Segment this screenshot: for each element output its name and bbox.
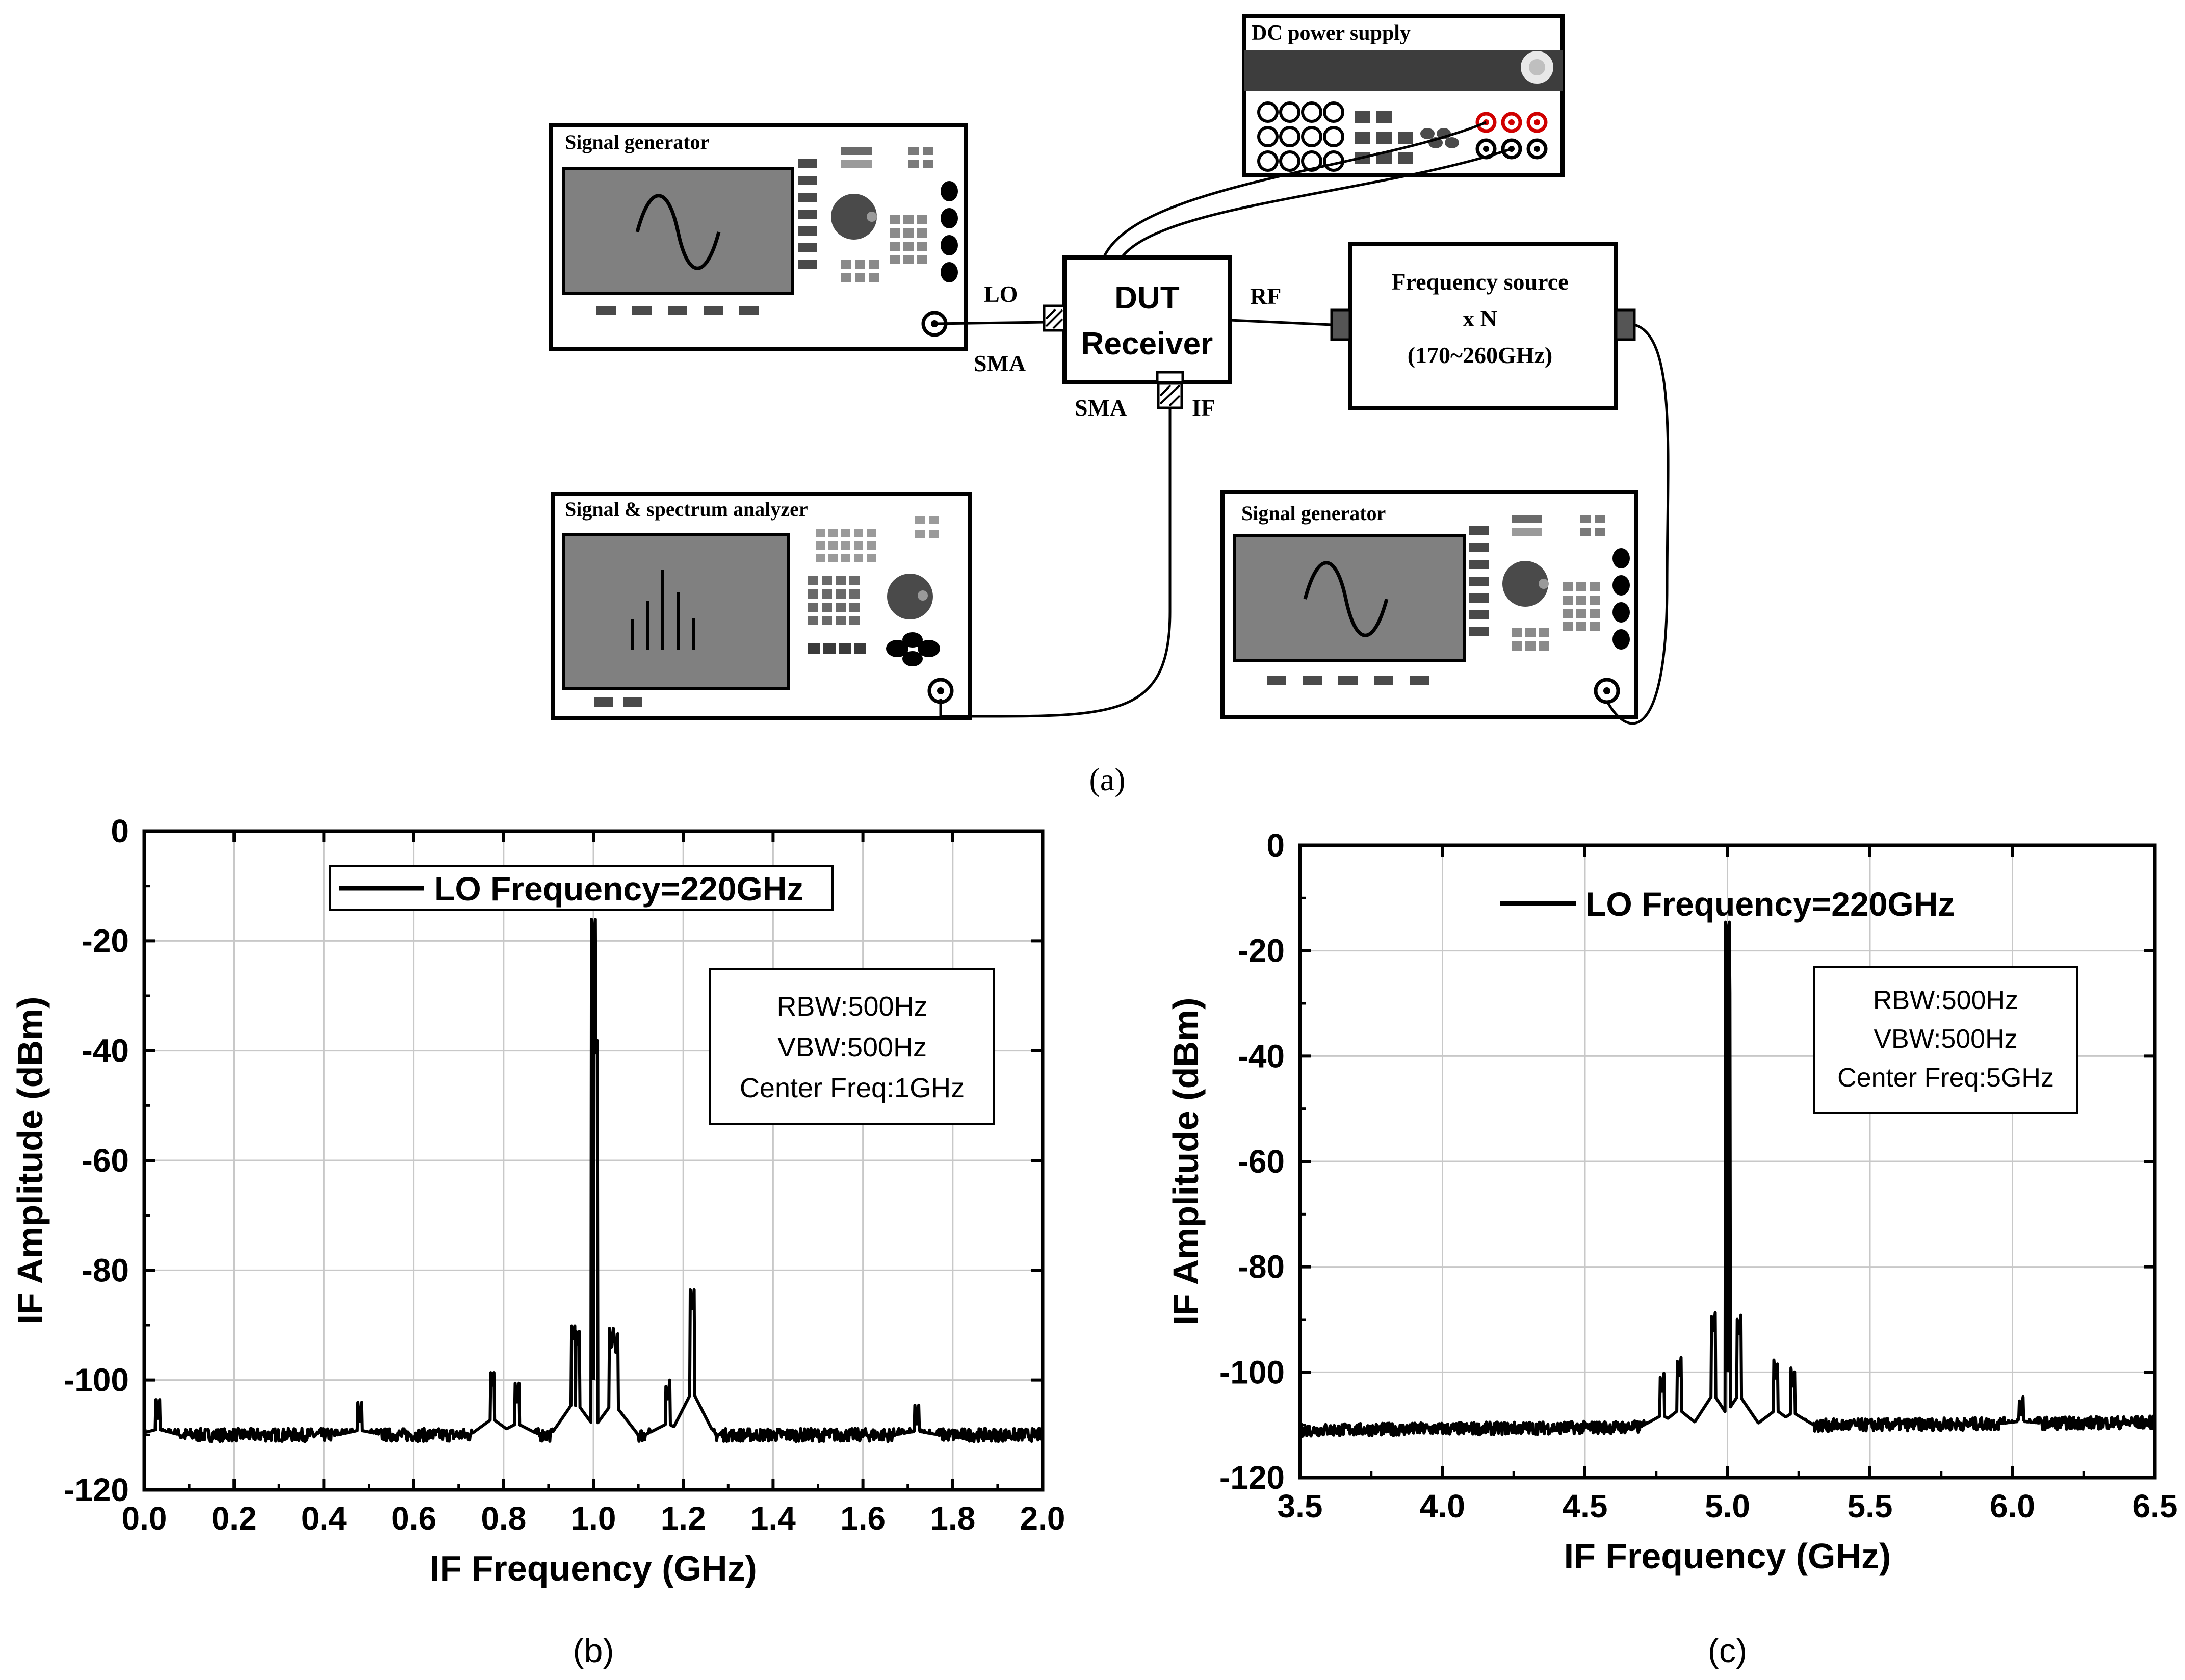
x-tick-label: 0.2 bbox=[212, 1500, 257, 1537]
caption-a: (a) bbox=[1089, 761, 1125, 797]
x-axis-label: IF Frequency (GHz) bbox=[1564, 1536, 1891, 1576]
x-tick-label: 3.5 bbox=[1278, 1488, 1323, 1524]
y-tick-label: -60 bbox=[82, 1142, 129, 1179]
series-line bbox=[143, 918, 1044, 1443]
dc-power-supply-label: DC power supply bbox=[1252, 21, 1411, 45]
series-line bbox=[1298, 920, 2156, 1438]
y-tick-label: -60 bbox=[1238, 1143, 1285, 1180]
y-tick-label: -20 bbox=[82, 922, 129, 959]
sma-lo-label: SMA bbox=[974, 350, 1026, 376]
x-tick-label: 1.0 bbox=[571, 1500, 616, 1537]
sma-if-label: SMA bbox=[1075, 395, 1127, 421]
x-axis-label: IF Frequency (GHz) bbox=[430, 1548, 757, 1588]
x-tick-label: 1.2 bbox=[661, 1500, 706, 1537]
x-tick-label: 1.4 bbox=[750, 1500, 796, 1537]
dc-power-supply: DC power supply bbox=[1242, 14, 1565, 177]
chart-b: 0.0 0.2 0.4 0.6 0.8 1.0 1.2 1.4 1.6 1.8 2.0 0 -20 -40… bbox=[10, 813, 1065, 1669]
signal-generator-rf: Signal generator bbox=[1220, 490, 1638, 719]
port-rf-label: RF bbox=[1250, 283, 1281, 309]
signal-generator-lo-label: Signal generator bbox=[565, 131, 709, 153]
y-tick-label: -100 bbox=[64, 1362, 129, 1399]
signal-generator-lo: Signal generator bbox=[549, 123, 968, 351]
x-tick-label: 1.6 bbox=[840, 1500, 886, 1537]
dut-label-line2: Receiver bbox=[1081, 326, 1213, 361]
x-tick-label: 6.5 bbox=[2132, 1488, 2178, 1524]
port-if-label: IF bbox=[1192, 395, 1215, 421]
chart-c: 3.5 4.0 4.5 5.0 5.5 6.0 6.5 0 -20 -40 -60 -80 -100 -1… bbox=[1166, 827, 2177, 1669]
frequency-source-line2: x N bbox=[1463, 305, 1497, 331]
y-tick-label: -80 bbox=[1238, 1249, 1285, 1285]
x-tick-label: 5.5 bbox=[1848, 1488, 1893, 1524]
info-line: Center Freq:1GHz bbox=[740, 1073, 965, 1103]
y-axis-label: IF Amplitude (dBm) bbox=[1166, 998, 1206, 1326]
y-tick-label: 0 bbox=[111, 813, 129, 849]
y-tick-label: -80 bbox=[82, 1252, 129, 1288]
chart-caption: (b) bbox=[573, 1632, 614, 1669]
dut-receiver: DUT Receiver bbox=[1043, 255, 1232, 409]
y-tick-label: -40 bbox=[82, 1032, 129, 1069]
port-lo-label: LO bbox=[984, 281, 1018, 307]
info-line: RBW:500Hz bbox=[1873, 986, 2018, 1015]
info-box bbox=[709, 968, 995, 1125]
chart-caption: (c) bbox=[1708, 1632, 1747, 1669]
frequency-source: Frequency source x N (170~260GHz) bbox=[1330, 242, 1636, 410]
info-line: RBW:500Hz bbox=[776, 991, 927, 1022]
x-tick-label: 0.4 bbox=[301, 1500, 347, 1537]
y-tick-label: -120 bbox=[1219, 1459, 1285, 1496]
cables bbox=[934, 121, 1670, 725]
frequency-source-line3: (170~260GHz) bbox=[1408, 342, 1553, 368]
y-tick-label: -100 bbox=[1219, 1354, 1285, 1390]
info-box bbox=[1813, 966, 2078, 1114]
x-tick-label: 0.0 bbox=[122, 1500, 167, 1537]
y-tick-label: -120 bbox=[64, 1471, 129, 1508]
x-tick-label: 4.0 bbox=[1420, 1488, 1465, 1524]
analyzer-label: Signal & spectrum analyzer bbox=[565, 498, 808, 521]
info-line: VBW:500Hz bbox=[1874, 1024, 2017, 1054]
y-tick-label: -40 bbox=[1238, 1038, 1285, 1074]
x-tick-label: 1.8 bbox=[930, 1500, 975, 1537]
signal-generator-rf-label: Signal generator bbox=[1241, 502, 1386, 525]
info-line: Center Freq:5GHz bbox=[1837, 1063, 2054, 1093]
y-tick-label: -20 bbox=[1238, 933, 1285, 969]
signal-spectrum-analyzer: Signal & spectrum analyzer bbox=[551, 492, 972, 720]
legend-label: LO Frequency=220GHz bbox=[434, 870, 803, 908]
x-tick-label: 4.5 bbox=[1563, 1488, 1608, 1524]
frequency-source-line1: Frequency source bbox=[1391, 269, 1568, 295]
x-tick-label: 0.8 bbox=[481, 1500, 526, 1537]
y-axis-label: IF Amplitude (dBm) bbox=[10, 997, 50, 1325]
x-tick-label: 6.0 bbox=[1990, 1488, 2035, 1524]
measurement-setup-diagram: DC power supply bbox=[549, 14, 1670, 797]
dut-label-line1: DUT bbox=[1114, 280, 1180, 316]
x-tick-label: 5.0 bbox=[1705, 1488, 1750, 1524]
info-line: VBW:500Hz bbox=[777, 1032, 927, 1063]
x-tick-label: 0.6 bbox=[391, 1500, 436, 1537]
x-tick-label: 2.0 bbox=[1020, 1500, 1065, 1537]
legend-label: LO Frequency=220GHz bbox=[1585, 885, 1955, 923]
y-tick-label: 0 bbox=[1266, 827, 1285, 864]
